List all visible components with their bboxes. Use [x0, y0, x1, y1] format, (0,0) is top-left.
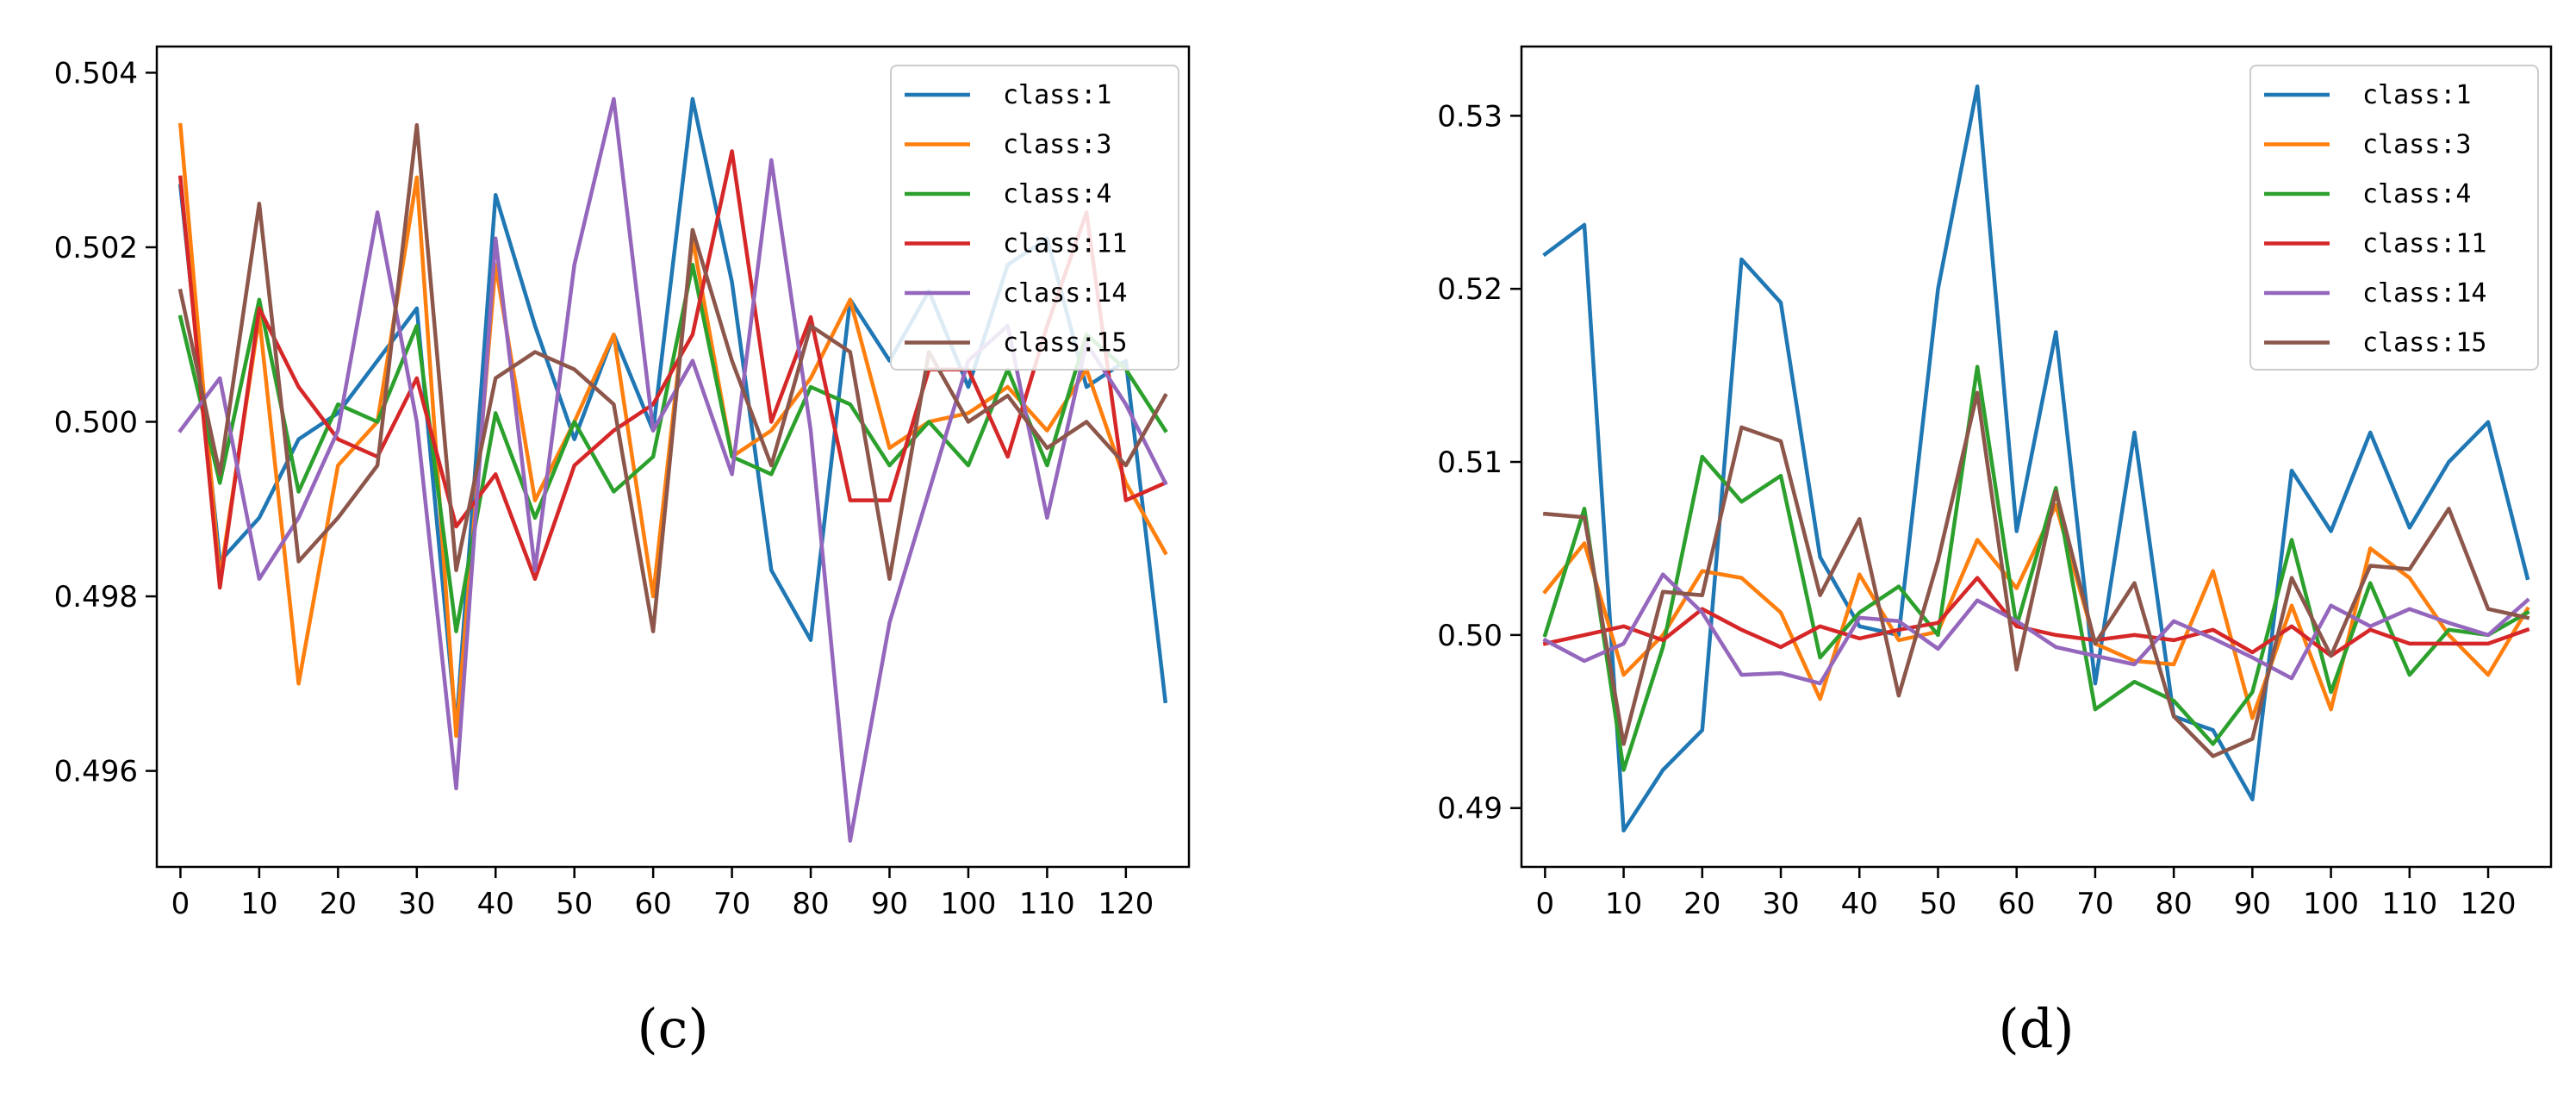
x-tick-label: 110: [1019, 887, 1075, 921]
x-tick-label: 30: [1762, 887, 1799, 921]
legend: class:1 class:3 class:4 class:11 class:14 cla…: [890, 65, 1179, 371]
series-line-class-11: [177, 149, 1168, 590]
legend-label: class:14: [2362, 278, 2487, 309]
chart-c: 0 10 20 30 40 50 60 70 80 90 100 110 120 0.496 0.498 0.…: [54, 45, 1191, 1060]
x-tick-label: 90: [871, 887, 908, 921]
y-tick-label: 0.50: [1437, 619, 1503, 653]
plot-frame: [155, 45, 1191, 869]
series-line-class-1: [1542, 84, 2530, 833]
legend-label: class:4: [2362, 179, 2471, 209]
legend-label: class:1: [2362, 80, 2471, 110]
x-tick-label: 60: [1998, 887, 2035, 921]
legend-label: class:15: [1003, 328, 1128, 358]
x-tick-label: 20: [1683, 887, 1720, 921]
y-tick-label: 0.52: [1437, 272, 1503, 307]
series-line-class-15: [1542, 390, 2530, 758]
legend-label: class:11: [2362, 229, 2487, 259]
x-tick-label: 10: [1605, 887, 1642, 921]
x-tick-label: 0: [171, 887, 190, 921]
y-tick-label: 0.502: [54, 231, 138, 265]
x-tick-label: 120: [2461, 887, 2517, 921]
x-tick-label: 90: [2234, 887, 2271, 921]
legend-label: class:3: [1003, 130, 1111, 160]
y-tick-label: 0.500: [54, 405, 138, 439]
x-tick-label: 70: [2076, 887, 2113, 921]
chart-d: 0 10 20 30 40 50 60 70 80 90 100 110 120 0.49 0.50 0.51…: [1437, 45, 2553, 1060]
y-tick-label: 0.49: [1437, 792, 1503, 826]
y-tick-label: 0.53: [1437, 99, 1503, 134]
x-tick-label: 110: [2381, 887, 2437, 921]
x-tick-label: 100: [2303, 887, 2359, 921]
panel-caption: (d): [1998, 997, 2074, 1060]
plot-frame: [1520, 45, 2553, 869]
y-tick-label: 0.496: [54, 755, 138, 789]
legend-label: class:1: [1003, 80, 1111, 110]
x-tick-label: 80: [2156, 887, 2193, 921]
x-tick-label: 70: [713, 887, 750, 921]
legend-label: class:11: [1003, 229, 1128, 259]
series-line-class-3: [1542, 502, 2530, 720]
x-tick-label: 120: [1098, 887, 1154, 921]
x-tick-label: 0: [1536, 887, 1555, 921]
x-tick-label: 40: [1841, 887, 1878, 921]
legend-label: class:14: [1003, 278, 1128, 309]
x-tick-label: 40: [477, 887, 514, 921]
y-tick-label: 0.498: [54, 580, 138, 614]
series-line-class-14: [1542, 572, 2530, 686]
legend: class:1 class:3 class:4 class:11 class:14 cla…: [2249, 65, 2539, 371]
x-tick-label: 10: [240, 887, 277, 921]
series-line-class-15: [177, 122, 1168, 633]
y-tick-label: 0.51: [1437, 446, 1503, 480]
y-tick-label: 0.504: [54, 56, 138, 90]
series-line-class-11: [1542, 576, 2530, 658]
legend-label: class:3: [2362, 130, 2471, 160]
x-tick-label: 80: [792, 887, 829, 921]
x-tick-label: 60: [635, 887, 672, 921]
x-tick-label: 50: [1920, 887, 1957, 921]
x-tick-label: 50: [556, 887, 593, 921]
legend-box: [2249, 65, 2539, 371]
series-line-class-4: [177, 262, 1168, 633]
legend-box: [890, 65, 1179, 371]
legend-label: class:15: [2362, 328, 2487, 358]
x-tick-label: 20: [320, 887, 357, 921]
legend-label: class:4: [1003, 179, 1111, 209]
panel-caption: (c): [637, 997, 708, 1060]
x-tick-label: 100: [940, 887, 996, 921]
series-line-class-4: [1542, 365, 2530, 772]
x-tick-label: 30: [398, 887, 435, 921]
